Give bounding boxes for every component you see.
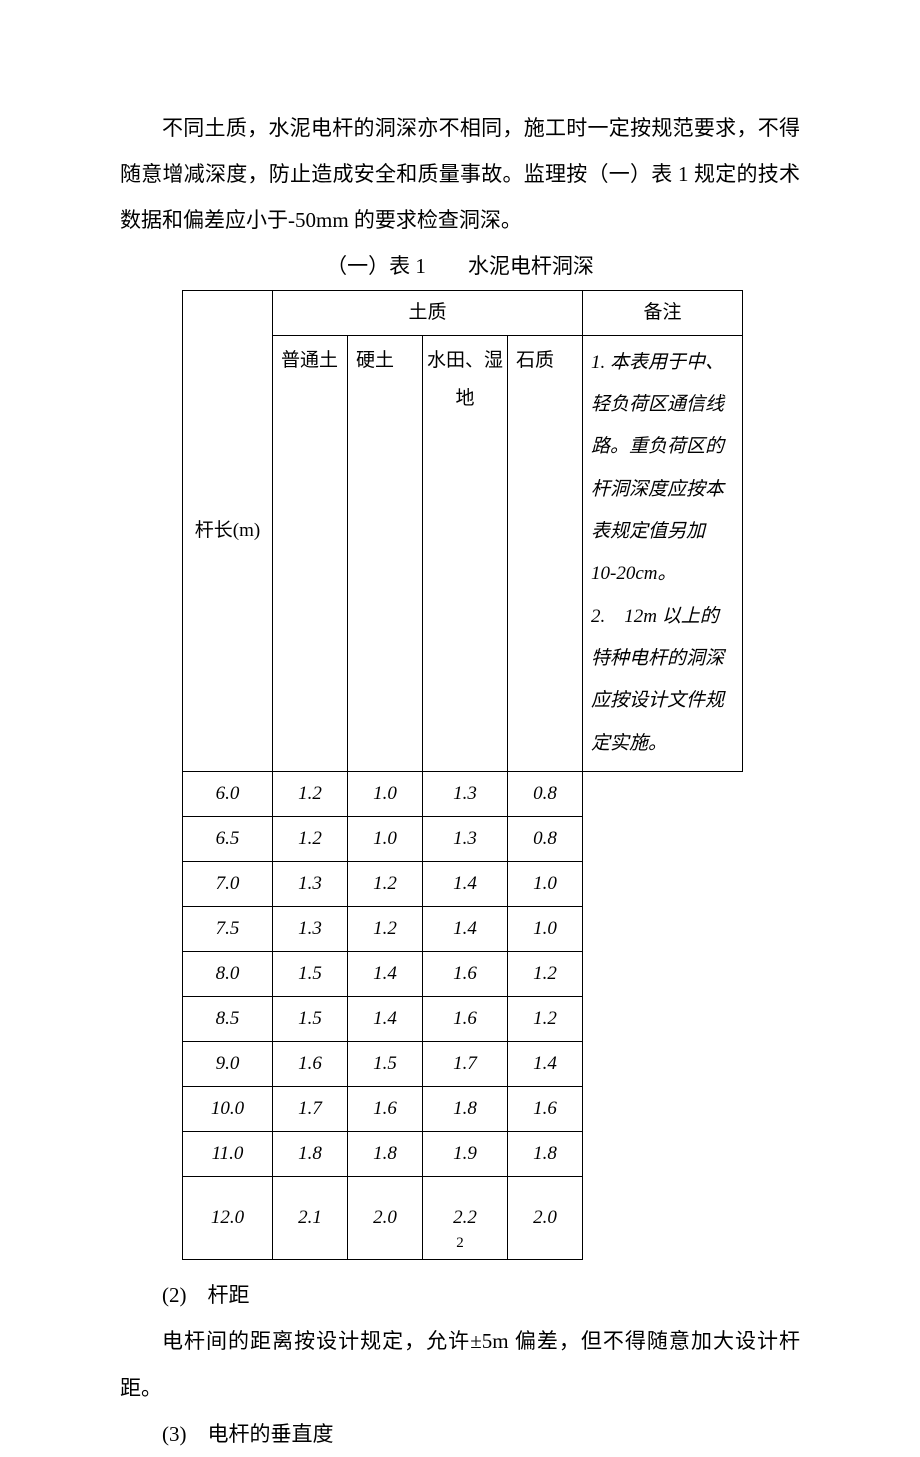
data-cell: 1.4 — [508, 1042, 583, 1087]
data-cell: 8.5 — [183, 997, 273, 1042]
data-cell: 1.0 — [508, 907, 583, 952]
data-cell: 10.0 — [183, 1087, 273, 1132]
data-cell: 1.7 — [273, 1087, 348, 1132]
header-soil4: 石质 — [508, 335, 583, 772]
table-row: 6.51.21.01.30.8 — [183, 817, 743, 862]
table-row: 9.01.61.51.71.4 — [183, 1042, 743, 1087]
data-cell: 0.8 — [508, 772, 583, 817]
data-cell: 1.2 — [348, 862, 423, 907]
data-cell: 1.2 — [508, 952, 583, 997]
intro-paragraph: 不同土质，水泥电杆的洞深亦不相同，施工时一定按规范要求，不得随意增减深度，防止造… — [120, 105, 800, 244]
data-cell: 1.5 — [273, 997, 348, 1042]
data-cell: 1.3 — [423, 817, 508, 862]
table-row: 8.01.51.41.61.2 — [183, 952, 743, 997]
header-soil-group: 土质 — [273, 290, 583, 335]
table-row: 11.01.81.81.91.8 — [183, 1132, 743, 1177]
data-cell: 1.6 — [348, 1087, 423, 1132]
header-soil1: 普通土 — [273, 335, 348, 772]
data-cell: 1.5 — [348, 1042, 423, 1087]
data-cell: 1.8 — [273, 1132, 348, 1177]
data-cell: 1.6 — [273, 1042, 348, 1087]
data-cell: 1.0 — [508, 862, 583, 907]
data-cell: 1.4 — [348, 952, 423, 997]
table-row: 10.01.71.61.81.6 — [183, 1087, 743, 1132]
table-row: 7.51.31.21.41.0 — [183, 907, 743, 952]
data-cell: 1.7 — [423, 1042, 508, 1087]
data-cell: 1.4 — [423, 907, 508, 952]
table-row: 7.01.31.21.41.0 — [183, 862, 743, 907]
data-cell: 1.8 — [508, 1132, 583, 1177]
data-cell: 1.0 — [348, 817, 423, 862]
table-wrapper: 杆长(m) 土质 备注 普通土 硬土 水田、湿地 石质 1. 本表用于中、轻负荷… — [182, 290, 800, 1261]
data-cell: 1.3 — [273, 862, 348, 907]
page-number: 2 — [0, 1235, 920, 1252]
data-cell: 1.5 — [273, 952, 348, 997]
section-2-heading: (2) 杆距 — [120, 1272, 800, 1318]
data-cell: 11.0 — [183, 1132, 273, 1177]
data-cell: 6.0 — [183, 772, 273, 817]
section-3-heading: (3) 电杆的垂直度 — [120, 1411, 800, 1457]
table-row: 8.51.51.41.61.2 — [183, 997, 743, 1042]
data-cell: 1.6 — [508, 1087, 583, 1132]
data-cell: 0.8 — [508, 817, 583, 862]
table-header-row-1: 杆长(m) 土质 备注 — [183, 290, 743, 335]
header-notes: 备注 — [583, 290, 743, 335]
data-cell: 1.3 — [423, 772, 508, 817]
data-cell: 7.0 — [183, 862, 273, 907]
header-pole-length: 杆长(m) — [183, 290, 273, 772]
data-cell: 1.8 — [423, 1087, 508, 1132]
data-cell: 1.4 — [348, 997, 423, 1042]
data-cell: 8.0 — [183, 952, 273, 997]
data-cell: 1.2 — [508, 997, 583, 1042]
notes-cell: 1. 本表用于中、轻负荷区通信线路。重负荷区的杆洞深度应按本表规定值另加 10-… — [583, 335, 743, 772]
table-row: 6.01.21.01.30.8 — [183, 772, 743, 817]
header-soil3: 水田、湿地 — [423, 335, 508, 772]
data-cell: 1.8 — [348, 1132, 423, 1177]
table-caption: （一）表 1 水泥电杆洞深 — [120, 250, 800, 280]
data-cell: 6.5 — [183, 817, 273, 862]
depth-table: 杆长(m) 土质 备注 普通土 硬土 水田、湿地 石质 1. 本表用于中、轻负荷… — [182, 290, 743, 1261]
data-cell: 9.0 — [183, 1042, 273, 1087]
data-cell: 1.2 — [348, 907, 423, 952]
data-cell: 1.4 — [423, 862, 508, 907]
data-cell: 1.2 — [273, 772, 348, 817]
data-cell: 1.0 — [348, 772, 423, 817]
data-cell: 1.6 — [423, 997, 508, 1042]
section-2-paragraph: 电杆间的距离按设计规定，允许±5m 偏差，但不得随意加大设计杆距。 — [120, 1318, 800, 1410]
data-cell: 1.6 — [423, 952, 508, 997]
data-cell: 1.9 — [423, 1132, 508, 1177]
data-cell: 7.5 — [183, 907, 273, 952]
data-cell: 1.2 — [273, 817, 348, 862]
header-soil2: 硬土 — [348, 335, 423, 772]
data-cell: 1.3 — [273, 907, 348, 952]
